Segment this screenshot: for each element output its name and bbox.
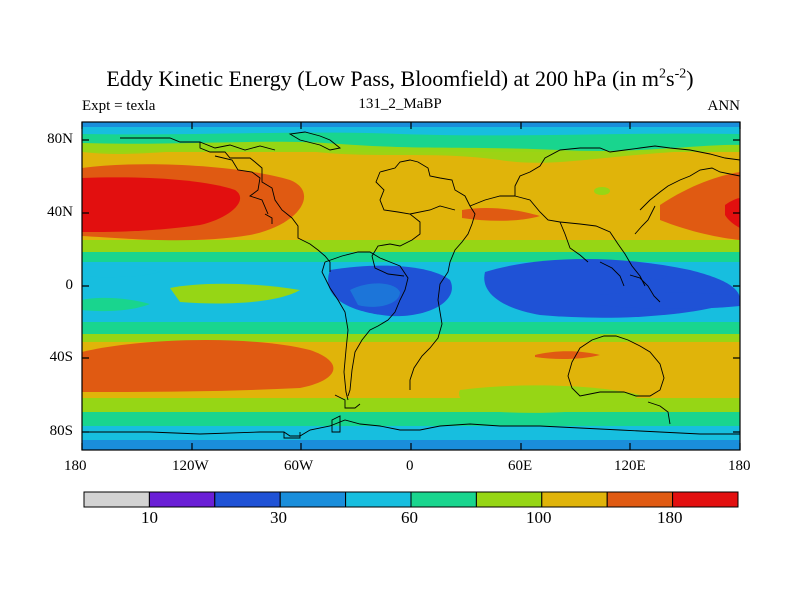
lon-label-180e: 180 [728, 458, 751, 474]
colorbar [83, 491, 739, 508]
lon-label-120e: 120E [614, 458, 646, 474]
lon-label-60e: 60E [508, 458, 533, 474]
lon-label-60w: 60W [284, 458, 314, 474]
colorbar-swatch-5 [410, 491, 477, 508]
plot-title: Eddy Kinetic Energy (Low Pass, Bloomfiel… [106, 66, 694, 91]
contour-field [82, 122, 740, 450]
lat-label-40s: 40S [49, 349, 73, 365]
colorbar-swatch-1 [148, 491, 216, 508]
colorbar-swatch-4 [345, 491, 412, 508]
colorbar-label-10: 10 [141, 508, 158, 527]
coastlines [82, 131, 740, 439]
colorbar-swatch-6 [475, 491, 543, 508]
lon-label-0: 0 [406, 458, 414, 474]
colorbar-label-180: 180 [657, 508, 683, 527]
colorbar-label-30: 30 [270, 508, 287, 527]
plot-frame [81, 121, 741, 451]
case-label: 131_2_MaBP [358, 96, 442, 112]
lon-label-120w: 120W [172, 458, 209, 474]
season-label: ANN [707, 98, 741, 114]
colorbar-swatch-3 [279, 491, 347, 508]
experiment-label: Expt = texla [82, 98, 156, 114]
colorbar-swatch-0 [83, 491, 150, 508]
lat-label-0: 0 [65, 277, 74, 293]
colorbar-swatch-2 [214, 491, 281, 508]
colorbar-label-60: 60 [401, 508, 418, 527]
lon-label-180w: 180 [64, 458, 87, 474]
colorbar-swatch-9 [672, 491, 739, 508]
colorbar-swatch-7 [541, 491, 608, 508]
colorbar-swatch-8 [606, 491, 674, 508]
colorbar-label-100: 100 [526, 508, 552, 527]
lat-label-40n: 40N [47, 204, 73, 220]
lat-label-80s: 80S [49, 423, 73, 439]
lat-label-80n: 80N [47, 131, 73, 147]
